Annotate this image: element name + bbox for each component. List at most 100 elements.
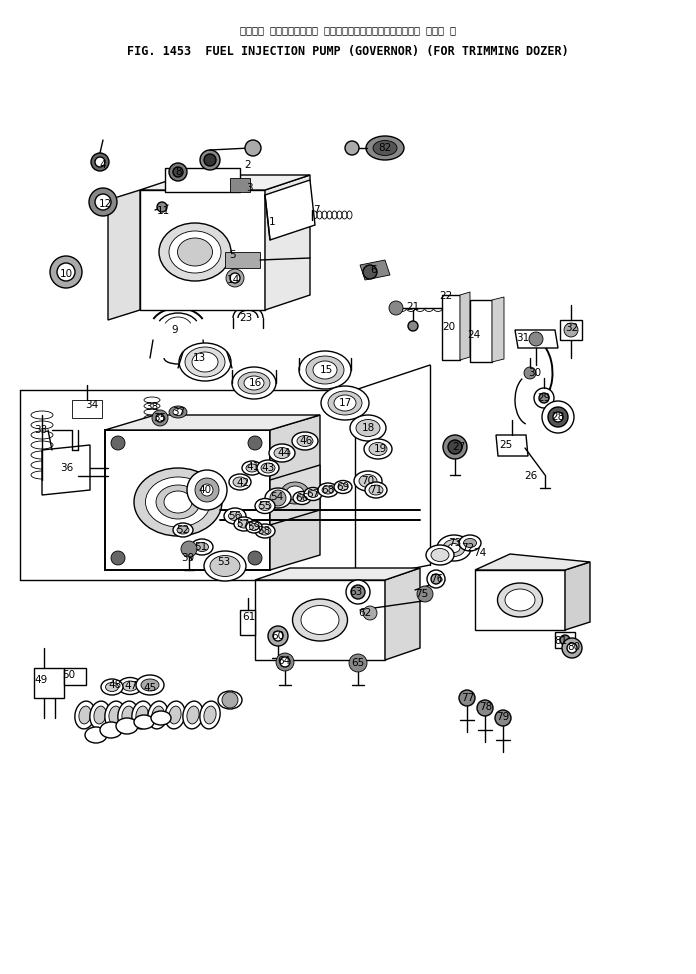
Ellipse shape [90,701,110,729]
Text: 44: 44 [278,448,291,458]
Text: 10: 10 [59,269,72,279]
Ellipse shape [255,499,275,513]
Ellipse shape [185,347,225,377]
Text: 41: 41 [246,462,260,472]
Text: 61: 61 [242,612,255,622]
Text: 54: 54 [270,492,284,502]
Circle shape [200,150,220,170]
Text: 28: 28 [551,412,564,422]
Text: 55: 55 [258,501,271,511]
Circle shape [408,321,418,331]
Circle shape [542,401,574,433]
Ellipse shape [365,482,387,498]
Text: 64: 64 [278,656,291,666]
Ellipse shape [464,539,477,547]
Ellipse shape [204,551,246,581]
Ellipse shape [459,535,481,551]
Ellipse shape [234,517,254,531]
Circle shape [222,692,238,708]
Ellipse shape [354,471,382,491]
Ellipse shape [165,701,185,729]
Ellipse shape [443,540,465,556]
Circle shape [95,157,105,167]
Ellipse shape [200,701,220,729]
Ellipse shape [373,140,397,156]
Text: 63: 63 [349,587,363,597]
Circle shape [363,606,377,620]
Ellipse shape [229,474,251,490]
Ellipse shape [306,356,344,384]
Polygon shape [140,190,265,310]
Circle shape [111,551,125,565]
Circle shape [152,410,168,426]
Text: 17: 17 [338,398,351,408]
Ellipse shape [265,488,291,508]
Text: 60: 60 [271,631,285,641]
Text: 4: 4 [100,160,106,170]
Ellipse shape [431,548,449,561]
Circle shape [248,551,262,565]
Polygon shape [240,610,255,635]
Ellipse shape [299,351,351,389]
Ellipse shape [505,589,535,611]
Polygon shape [492,297,504,362]
Ellipse shape [321,386,369,420]
Circle shape [345,141,359,155]
Circle shape [534,388,554,408]
Circle shape [443,435,467,459]
Circle shape [529,332,543,346]
Ellipse shape [177,238,212,266]
Circle shape [268,626,288,646]
Text: 77: 77 [461,693,475,703]
Circle shape [448,440,462,454]
Circle shape [564,323,578,337]
Ellipse shape [356,420,380,436]
Ellipse shape [369,442,387,456]
Polygon shape [64,668,86,685]
Ellipse shape [259,527,271,535]
Ellipse shape [164,491,192,513]
Text: 75: 75 [416,589,429,599]
Ellipse shape [141,679,159,691]
Text: 80: 80 [567,642,580,652]
Ellipse shape [210,555,240,577]
Ellipse shape [448,543,460,552]
Ellipse shape [338,483,348,491]
Text: 35: 35 [153,413,166,423]
Text: 29: 29 [537,393,551,403]
Ellipse shape [173,408,183,416]
Circle shape [50,256,82,288]
Ellipse shape [122,681,138,691]
Text: FIG. 1453  FUEL INJECTION PUMP (GOVERNOR) (FOR TRIMMING DOZER): FIG. 1453 FUEL INJECTION PUMP (GOVERNOR)… [127,46,569,58]
Polygon shape [270,415,320,570]
Ellipse shape [246,521,262,533]
Text: 12: 12 [98,199,111,209]
Text: 27: 27 [452,442,466,452]
Polygon shape [555,632,575,648]
Circle shape [477,700,493,716]
Ellipse shape [85,727,107,743]
Circle shape [427,570,445,588]
Text: 68: 68 [322,485,335,495]
Ellipse shape [366,136,404,160]
Text: 26: 26 [524,471,537,481]
Text: 72: 72 [461,543,475,553]
Ellipse shape [304,488,322,501]
Ellipse shape [122,706,134,724]
Ellipse shape [148,701,168,729]
Polygon shape [42,445,90,495]
Text: 7: 7 [313,205,319,215]
Circle shape [349,654,367,672]
Ellipse shape [145,477,210,527]
Circle shape [417,586,433,602]
Circle shape [562,638,582,658]
Ellipse shape [322,486,334,494]
Ellipse shape [106,683,118,692]
Text: 57: 57 [237,519,250,529]
Text: 9: 9 [172,325,178,335]
Ellipse shape [152,706,164,724]
Text: 11: 11 [157,206,170,216]
Polygon shape [165,168,240,192]
Polygon shape [34,668,64,698]
Text: 31: 31 [516,333,530,343]
